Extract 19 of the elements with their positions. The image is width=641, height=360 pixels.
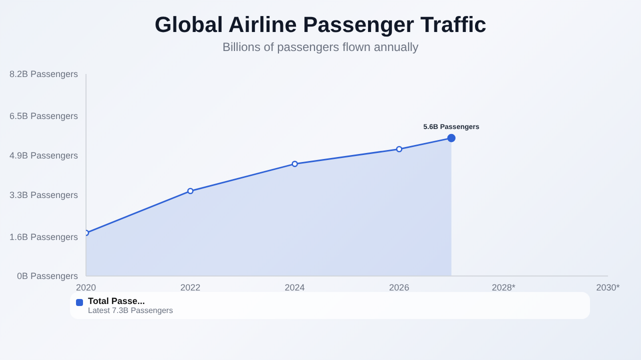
- x-tick-label: 2030*: [596, 282, 620, 292]
- x-tick-label: 2022: [180, 282, 200, 292]
- chart-subtitle: Billions of passengers flown annually: [221, 40, 420, 54]
- legend-label: Total Passe...: [88, 296, 146, 306]
- point: [292, 160, 298, 168]
- text: Latest 7.3B Passengers: [88, 306, 173, 315]
- point: [396, 146, 402, 152]
- x-tick-label: 2026: [389, 282, 410, 292]
- y-tick-label: 1.6B Passengers: [9, 232, 78, 242]
- y-tick-label: 6.5B Passengers: [9, 111, 78, 122]
- chart-title: Global Airline Passenger Traffic: [154, 12, 488, 38]
- x-tick-label: 2028*: [492, 282, 516, 292]
- y-tick-label: 0B Passengers: [16, 271, 78, 282]
- point: [187, 188, 194, 194]
- x-tick-label: 2020: [76, 282, 96, 292]
- x-tick-label: 2024: [284, 282, 305, 292]
- y-tick-label: 4.9B Passengers: [9, 150, 78, 160]
- y-tick-label: 8.2B Passengers: [9, 69, 78, 80]
- y-tick-label: 3.3B Passengers: [9, 190, 78, 200]
